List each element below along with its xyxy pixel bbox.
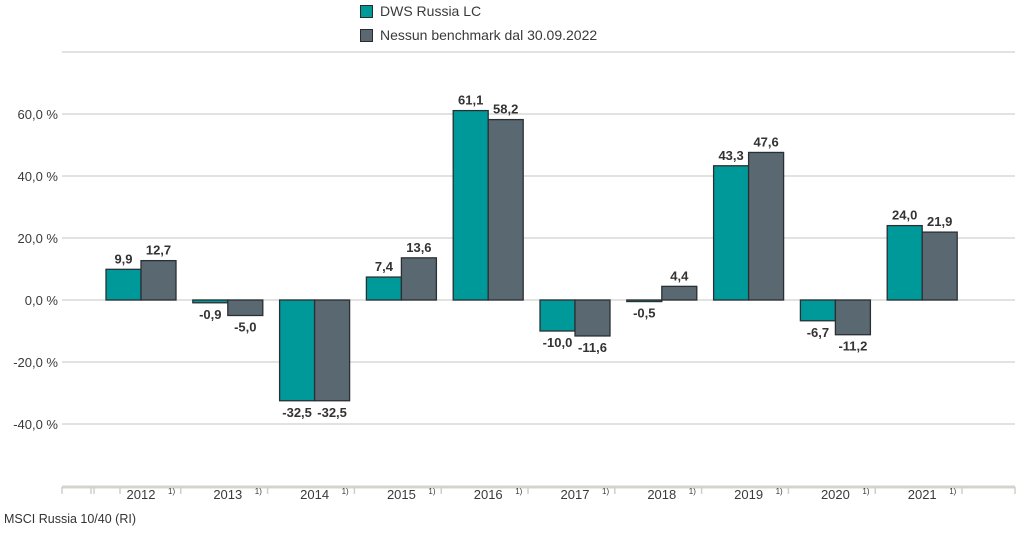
bar-fund — [452, 109, 489, 301]
data-label: 9,9 — [114, 251, 132, 266]
data-label: -32,5 — [317, 405, 347, 420]
x-tick-footnote-marker: 1) — [949, 487, 956, 496]
bar-benchmark — [227, 299, 264, 317]
y-tick-label: 40,0 % — [18, 169, 59, 184]
y-tick-label: 60,0 % — [18, 107, 59, 122]
bar-benchmark — [140, 259, 177, 301]
data-label: 24,0 — [892, 208, 917, 223]
chart-footnote: MSCI Russia 10/40 (RI) — [4, 512, 136, 526]
bar-fund — [105, 268, 142, 301]
legend-label-fund: DWS Russia LC — [380, 3, 482, 19]
legend-item-benchmark: Nessun benchmark dal 30.09.2022 — [360, 24, 597, 46]
x-tick-label: 2021 — [908, 487, 937, 502]
bar-fund — [192, 299, 229, 304]
x-tick-label: 2017 — [561, 487, 590, 502]
data-label: 4,4 — [670, 268, 689, 283]
x-tick-footnote-marker: 1) — [515, 487, 522, 496]
x-tick-footnote-marker: 1) — [255, 487, 262, 496]
data-label: -10,0 — [543, 335, 573, 350]
bar-benchmark — [834, 299, 872, 336]
bar-benchmark — [487, 118, 524, 301]
x-tick-footnote-marker: 1) — [168, 487, 175, 496]
x-tick-footnote-marker: 1) — [776, 487, 783, 496]
data-label: 21,9 — [927, 214, 952, 229]
bar-fund — [626, 299, 663, 303]
x-tick-footnote-marker: 1) — [342, 487, 349, 496]
data-label: -32,5 — [282, 405, 312, 420]
data-label: 12,7 — [146, 243, 171, 258]
bar-fund — [799, 299, 837, 322]
x-tick-footnote-marker: 1) — [689, 487, 696, 496]
x-tick-label: 2015 — [387, 487, 416, 502]
data-label: 61,1 — [458, 93, 483, 108]
x-tick-label: 2019 — [734, 487, 763, 502]
x-tick-label: 2014 — [300, 487, 329, 502]
x-tick-footnote-marker: 1) — [862, 487, 869, 496]
data-label: 47,6 — [753, 134, 778, 149]
bar-benchmark — [574, 299, 611, 337]
legend-item-fund: DWS Russia LC — [360, 0, 597, 22]
y-tick-label: 20,0 % — [18, 231, 59, 246]
bar-benchmark — [921, 231, 958, 301]
y-tick-label: 0,0 % — [25, 293, 59, 308]
y-tick-label: -20,0 % — [13, 355, 58, 370]
x-tick-label: 2013 — [213, 487, 242, 502]
legend-swatch-fund — [360, 4, 373, 18]
data-label: -6,7 — [807, 325, 829, 340]
bar-benchmark — [313, 299, 351, 402]
data-label: -11,2 — [838, 339, 867, 354]
bar-benchmark — [400, 257, 438, 301]
bar-benchmark — [747, 151, 785, 301]
data-label: -0,5 — [633, 306, 655, 321]
x-tick-label: 2016 — [474, 487, 503, 502]
x-tick-label: 2020 — [821, 487, 850, 502]
bar-benchmark — [661, 285, 698, 301]
data-label: 58,2 — [493, 102, 518, 117]
x-tick-label: 2018 — [647, 487, 676, 502]
y-tick-label: -40,0 % — [13, 417, 58, 432]
data-label: 7,4 — [375, 259, 394, 274]
bar-fund — [278, 299, 316, 402]
x-tick-footnote-marker: 1) — [602, 487, 609, 496]
data-label: -0,9 — [199, 307, 221, 322]
data-label: -11,6 — [578, 340, 607, 355]
legend-swatch-benchmark — [360, 28, 373, 42]
data-label: 43,3 — [718, 148, 743, 163]
data-label: -5,0 — [234, 320, 256, 335]
x-tick-footnote-marker: 1) — [428, 487, 435, 496]
bar-fund — [539, 299, 576, 332]
legend-label-benchmark: Nessun benchmark dal 30.09.2022 — [380, 27, 598, 43]
legend: DWS Russia LC Nessun benchmark dal 30.09… — [360, 0, 597, 48]
x-tick-label: 2012 — [127, 487, 156, 502]
bar-fund — [886, 224, 923, 301]
bar-fund — [712, 165, 750, 301]
bar-fund — [365, 276, 403, 301]
data-label: 13,6 — [406, 240, 431, 255]
